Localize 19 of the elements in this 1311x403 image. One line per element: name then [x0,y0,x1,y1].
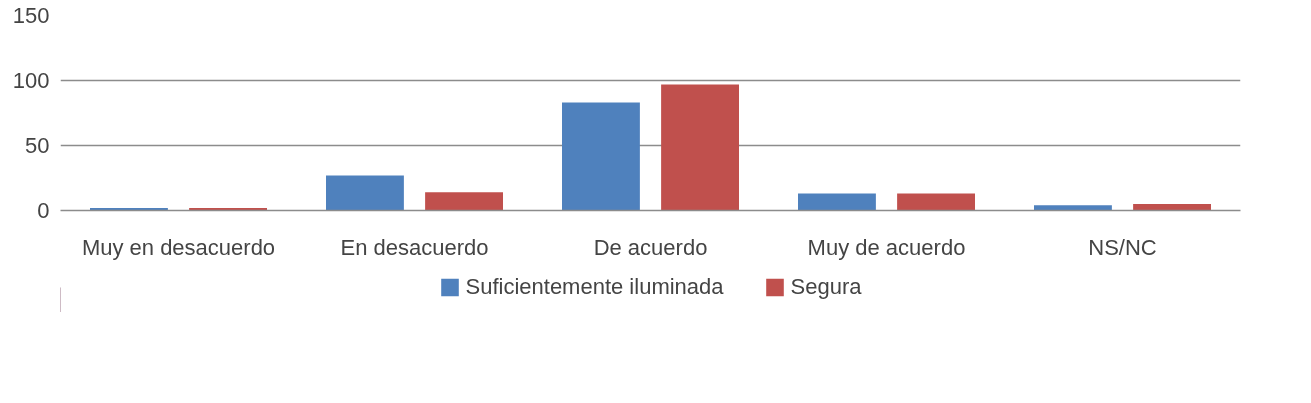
x-tick-label: De acuerdo [593,234,708,260]
legend-label: Segura [790,274,862,300]
y-tick-label: 50 [25,133,50,158]
bar [1034,205,1112,211]
x-tick-label: En desacuerdo [340,234,489,260]
bar [897,193,975,211]
legend-label: Suficientemente iluminada [465,274,724,300]
bar [798,193,876,211]
bar [425,192,503,211]
bar [1133,204,1211,211]
x-tick-label: Muy de acuerdo [807,234,966,260]
y-tick-label: 100 [12,68,50,93]
x-tick-label: NS/NC [1088,234,1157,260]
y-tick-label: 150 [12,3,50,28]
y-tick-label: 0 [37,198,50,223]
bar [562,102,640,211]
bar [326,175,404,211]
x-tick-label: Muy en desacuerdo [81,234,276,260]
bar [661,84,739,211]
